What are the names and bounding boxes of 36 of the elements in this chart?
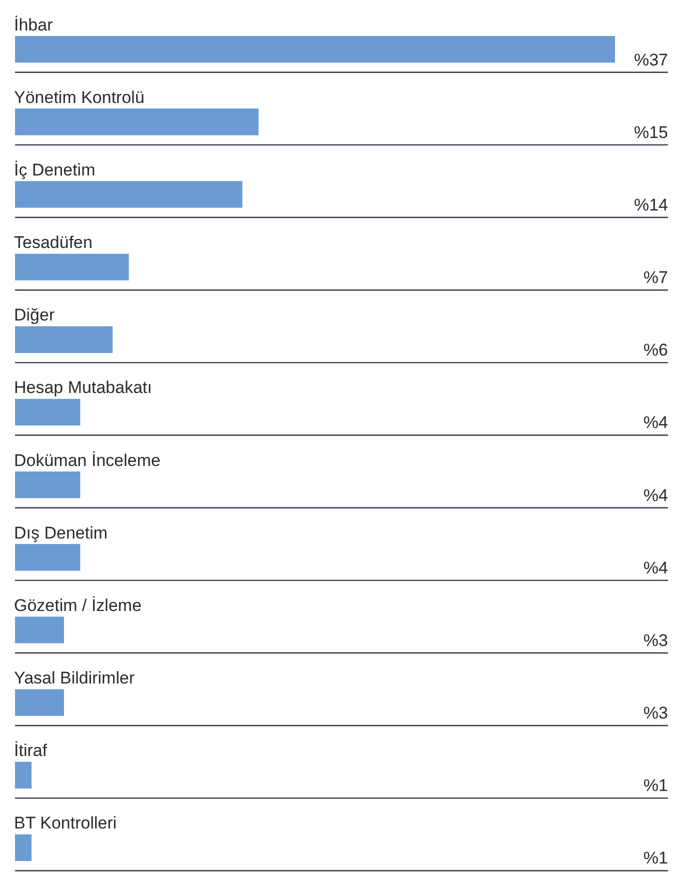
bar bbox=[15, 762, 32, 788]
data-label: %1 bbox=[643, 848, 668, 868]
bar bbox=[15, 834, 32, 862]
data-label: %6 bbox=[643, 340, 668, 360]
data-label: %7 bbox=[643, 268, 668, 288]
y-tick-label: Doküman İnceleme bbox=[14, 450, 160, 470]
data-label: %14 bbox=[634, 195, 668, 214]
y-tick-label: İtiraf bbox=[14, 741, 48, 760]
y-tick-label: BT Kontrolleri bbox=[14, 814, 117, 833]
y-tick-label: Tesadüfen bbox=[14, 233, 92, 252]
bar bbox=[15, 181, 242, 208]
bar bbox=[15, 254, 129, 280]
y-tick-label: Dış Denetim bbox=[14, 523, 108, 542]
y-tick-label: Hesap Mutabakatı bbox=[14, 378, 152, 398]
data-label: %15 bbox=[634, 122, 668, 142]
data-label: %3 bbox=[643, 704, 668, 723]
y-tick-label: Diğer bbox=[14, 306, 55, 325]
y-tick-label: Gözetim / İzleme bbox=[14, 596, 142, 615]
data-label: %3 bbox=[643, 630, 668, 650]
data-label: %4 bbox=[643, 558, 668, 578]
bar bbox=[15, 689, 64, 716]
y-tick-label: İç Denetim bbox=[14, 160, 96, 180]
data-label: %4 bbox=[643, 486, 668, 505]
y-tick-label: İhbar bbox=[14, 15, 54, 34]
y-tick-label: Yönetim Kontrolü bbox=[14, 88, 144, 107]
bar bbox=[15, 108, 259, 136]
bar bbox=[15, 471, 80, 498]
bar bbox=[15, 398, 80, 426]
bar bbox=[15, 326, 113, 353]
bar bbox=[15, 544, 80, 571]
data-label: %1 bbox=[643, 776, 668, 796]
data-label: %4 bbox=[643, 413, 668, 432]
bar bbox=[15, 616, 64, 644]
y-tick-label: Yasal Bildirimler bbox=[14, 668, 135, 688]
data-label: %37 bbox=[634, 50, 668, 70]
bar bbox=[15, 36, 615, 63]
